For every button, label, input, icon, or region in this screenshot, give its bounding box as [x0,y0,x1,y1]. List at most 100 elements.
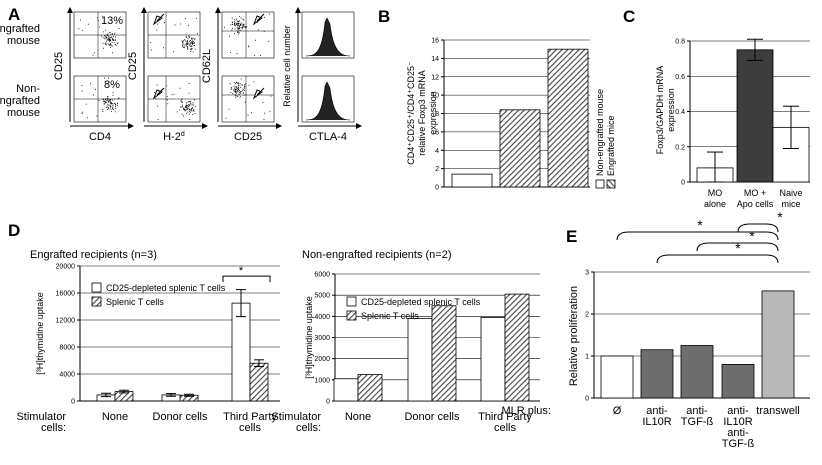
y-tick-label: 6000 [314,272,330,279]
significance-star: * [697,217,703,233]
legend-label: Splenic T cells [361,311,419,321]
row-label-non-engrafted-line: mouse [7,107,40,119]
category-label-line: alone [704,199,726,209]
y-tick-label: 3000 [314,335,330,342]
category-label-line: anti- [727,405,749,417]
y-tick-label: 8 [435,111,439,118]
legend-swatch-engrafted [606,179,616,189]
bar-0 [600,355,634,399]
y-tick-label: 2000 [314,356,330,363]
category-label: None [345,411,371,423]
significance-bracket [696,242,779,252]
y-axis-label-line: Foxp3/GAPDH mRNA [655,66,665,155]
panel-b-chart: 0 2 4 6 8 10 12 14 16 CD4⁺CD25⁺/CD4⁺CD25⁻relative… [406,38,616,192]
y-tick-label: 4000 [314,314,330,321]
category-label: Donor cells [152,411,208,423]
significance-star: * [777,209,783,225]
y-axis-label: [³H]thymidine uptake [304,296,314,379]
x-prefix-label-line: Stimulator [271,411,321,423]
percentage-label: 13% [101,15,123,27]
category-label-line: Naive [779,188,802,198]
x-axis-label: CD4 [89,131,111,143]
histogram [305,81,351,121]
percentage-label: 8% [104,79,120,91]
row-label-engrafted: Engraftedmouse [0,23,40,47]
cell-dots [78,15,120,56]
y-tick-label: 12000 [56,318,76,325]
x-axis-label: H-2d [163,131,185,143]
y-tick-label: 0.4 [675,109,685,116]
category-label-line: Apo cells [737,199,774,209]
y-tick-label: 5000 [314,293,330,300]
gate-arrow-icon [152,87,165,100]
y-tick-label: 0 [585,396,589,403]
legend: Non-engrafted mouse Engrafted mice [595,89,616,189]
category-label-line: IL10R [723,416,752,428]
category-label-line: IL10R [642,416,671,428]
panel-d-engrafted-chart: Engrafted recipients (n=3) 0 4000 8000 12000… [16,249,280,434]
row-label-engrafted-line: Engrafted [0,23,40,35]
bar-cd25-depleted [231,302,251,402]
y-tick-label: 0.6 [675,74,685,81]
gate-arrow-icon [152,13,165,26]
panel-label-c: C [623,7,635,26]
significance-bracket [222,275,271,283]
y-tick-label: 0 [71,399,75,406]
cell-dots [224,13,270,57]
bar-engrafted-mice [547,48,589,188]
y-tick-label: 2 [435,166,439,173]
panel-d-non-engrafted-chart: Non-engrafted recipients (n=2) 0 1000 2000 3… [271,249,540,434]
category-label: Ø [613,405,622,417]
bar-4 [761,290,795,399]
y-tick-label: 10 [431,93,439,100]
panel-a: EngraftedmouseNon-engraftedmouseCD4CD251… [0,7,362,143]
cell-dots [150,17,198,53]
y-tick-label: 1000 [314,377,330,384]
y-axis-label: CD25 [127,52,139,80]
y-tick-label: 4 [435,148,439,155]
panel-label-d: D [8,221,20,240]
significance-star: * [239,265,244,277]
category-label: Donor cells [404,411,460,423]
category-label-line: cells [239,422,262,434]
significance-star: * [735,240,741,256]
y-tick-label: 0.8 [675,39,685,46]
arrowhead [202,123,208,129]
arrowhead [215,7,221,13]
category-label: transwell [756,405,799,417]
x-axis-label: CTLA-4 [309,131,347,143]
legend-swatch [91,282,102,293]
legend-label: Splenic T cells [106,297,164,307]
y-tick-label: 1 [585,354,589,361]
histogram [305,17,351,57]
y-tick-label: 12 [431,74,439,81]
category-label-line: TGF-ß [681,416,714,428]
bar-3 [721,363,755,399]
category-label: anti-IL10R [642,405,671,428]
superscript: d [181,131,185,138]
category-label-line: None [102,411,128,423]
category-label-line: MO [708,188,723,198]
arrowhead [276,123,282,129]
legend-swatch-non-engrafted [595,179,605,189]
y-tick-label: 8000 [59,345,75,352]
y-axis-label: Relative cell number [282,25,292,107]
arrowhead [67,7,73,13]
y-axis-label: [³H]thymidine uptake [35,292,45,375]
legend-label: CD25-depleted splenic T cells [361,297,481,307]
bar-cd25-depleted [407,318,433,402]
plot-frame [221,11,275,59]
category-label-line: anti- [686,405,708,417]
category-label-line: transwell [756,405,799,417]
x-prefix-label-line: Stimulator [16,411,66,423]
cell-dots [81,77,120,119]
y-tick-label: 0 [326,399,330,406]
x-prefix-label: MLR plus: [501,405,551,417]
category-label-line: anti- [727,427,749,439]
bar-2 [680,345,714,399]
significance-bracket [737,223,779,233]
y-axis-label-line: expression [666,88,676,132]
category-label: None [102,411,128,423]
legend-swatch [346,296,357,307]
